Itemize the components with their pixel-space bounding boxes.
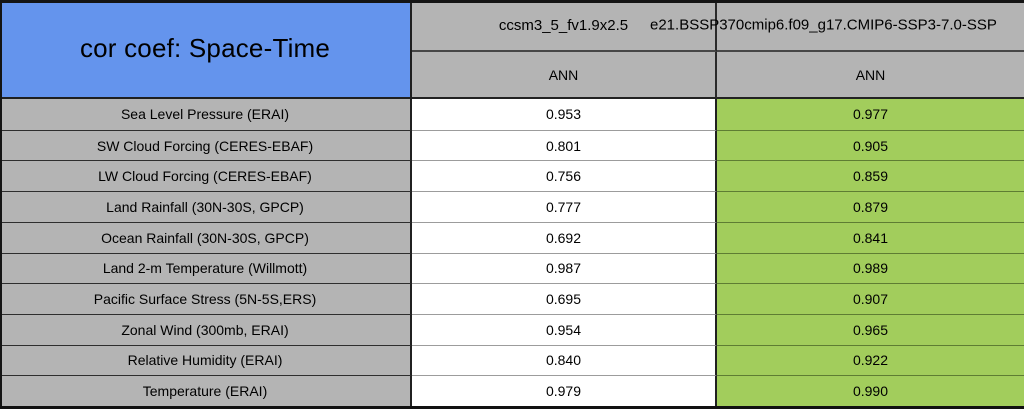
value-model-1: 0.777 — [412, 191, 717, 222]
value-model-2: 0.905 — [717, 129, 1024, 161]
season-label-2: ANN — [855, 66, 886, 83]
row-label-text: Ocean Rainfall (30N-30S, GPCP) — [101, 229, 309, 246]
row-label: SW Cloud Forcing (CERES-EBAF) — [0, 129, 412, 161]
value-model-2: 0.879 — [717, 191, 1024, 222]
value-model-1: 0.692 — [412, 221, 717, 253]
value-model-1-text: 0.987 — [545, 260, 582, 277]
row-label-text: Zonal Wind (300mb, ERAI) — [121, 321, 289, 338]
value-model-1: 0.801 — [412, 129, 717, 161]
table-body: Sea Level Pressure (ERAI) 0.953 0.977 SW Cl… — [0, 99, 1024, 409]
value-model-2-text: 0.905 — [852, 137, 889, 154]
row-label-text: Sea Level Pressure (ERAI) — [120, 106, 290, 123]
value-model-2-text: 0.859 — [852, 168, 889, 185]
model-1-name: ccsm3_5_fv1.9x2.5 — [498, 16, 629, 34]
value-model-1-text: 0.953 — [545, 106, 582, 123]
column-header-model-1: ccsm3_5_fv1.9x2.5 — [412, 0, 717, 52]
value-model-1-text: 0.692 — [545, 229, 582, 246]
value-model-1-text: 0.777 — [545, 198, 582, 215]
table-row: Land 2-m Temperature (Willmott) 0.987 0.98… — [0, 252, 1024, 284]
value-model-1: 0.954 — [412, 313, 717, 345]
table-row: Sea Level Pressure (ERAI) 0.953 0.977 — [0, 99, 1024, 130]
value-model-1: 0.695 — [412, 283, 717, 314]
value-model-2: 0.989 — [717, 252, 1024, 284]
row-label-text: Pacific Surface Stress (5N-5S,ERS) — [93, 291, 317, 308]
value-model-2-text: 0.879 — [852, 198, 889, 215]
value-model-2: 0.859 — [717, 160, 1024, 192]
table-row: SW Cloud Forcing (CERES-EBAF) 0.801 0.905 — [0, 129, 1024, 161]
row-label: Relative Humidity (ERAI) — [0, 344, 412, 376]
value-model-2-text: 0.907 — [852, 291, 889, 308]
value-model-1: 0.840 — [412, 344, 717, 376]
row-label: Ocean Rainfall (30N-30S, GPCP) — [0, 221, 412, 253]
row-label: Sea Level Pressure (ERAI) — [0, 99, 412, 130]
table-row: LW Cloud Forcing (CERES-EBAF) 0.756 0.859 — [0, 160, 1024, 192]
value-model-2: 0.965 — [717, 313, 1024, 345]
row-label: Pacific Surface Stress (5N-5S,ERS) — [0, 283, 412, 314]
value-model-1-text: 0.801 — [545, 137, 582, 154]
row-label-text: LW Cloud Forcing (CERES-EBAF) — [98, 168, 312, 185]
row-label-text: Land Rainfall (30N-30S, GPCP) — [106, 198, 304, 215]
value-model-2-text: 0.989 — [852, 260, 889, 277]
value-model-1: 0.987 — [412, 252, 717, 284]
table-row: Zonal Wind (300mb, ERAI) 0.954 0.965 — [0, 313, 1024, 345]
value-model-2-text: 0.922 — [852, 352, 889, 369]
row-label-text: SW Cloud Forcing (CERES-EBAF) — [96, 137, 314, 154]
season-label-1: ANN — [548, 66, 579, 83]
value-model-1: 0.979 — [412, 375, 717, 407]
row-label-text: Land 2-m Temperature (Willmott) — [102, 260, 308, 277]
season-header-model-2: ANN — [717, 52, 1024, 99]
value-model-2-text: 0.990 — [852, 383, 889, 400]
row-label: Temperature (ERAI) — [0, 375, 412, 407]
value-model-1-text: 0.840 — [545, 352, 582, 369]
value-model-2: 0.977 — [717, 99, 1024, 130]
column-header-model-2: e21.BSSP370cmip6.f09_g17.CMIP6-SSP3-7.0-… — [650, 0, 1024, 52]
value-model-2: 0.907 — [717, 283, 1024, 314]
value-model-2: 0.841 — [717, 221, 1024, 253]
table-row: Relative Humidity (ERAI) 0.840 0.922 — [0, 344, 1024, 376]
value-model-1-text: 0.979 — [545, 383, 582, 400]
value-model-2: 0.990 — [717, 375, 1024, 407]
row-label-text: Temperature (ERAI) — [142, 383, 268, 400]
row-label: Land Rainfall (30N-30S, GPCP) — [0, 191, 412, 222]
table-outer-border-top — [0, 0, 1024, 3]
table-row: Pacific Surface Stress (5N-5S,ERS) 0.695 0… — [0, 283, 1024, 314]
model-2-name: e21.BSSP370cmip6.f09_g17.CMIP6-SSP3-7.0-… — [650, 16, 997, 34]
value-model-1-text: 0.756 — [545, 168, 582, 185]
value-model-1-text: 0.695 — [545, 291, 582, 308]
table-outer-border-left — [0, 0, 2, 406]
value-model-1: 0.953 — [412, 99, 717, 130]
value-model-1-text: 0.954 — [545, 321, 582, 338]
row-label-text: Relative Humidity (ERAI) — [127, 352, 283, 369]
table-title: cor coef: Space-Time — [79, 33, 331, 63]
table-row: Land Rainfall (30N-30S, GPCP) 0.777 0.879 — [0, 191, 1024, 222]
row-label: Zonal Wind (300mb, ERAI) — [0, 313, 412, 345]
season-header-model-1: ANN — [412, 52, 717, 99]
table-row: Temperature (ERAI) 0.979 0.990 — [0, 375, 1024, 407]
value-model-2-text: 0.965 — [852, 321, 889, 338]
row-label: Land 2-m Temperature (Willmott) — [0, 252, 412, 284]
value-model-2-text: 0.977 — [852, 106, 889, 123]
value-model-2-text: 0.841 — [852, 229, 889, 246]
table-row: Ocean Rainfall (30N-30S, GPCP) 0.692 0.841 — [0, 221, 1024, 253]
table-title-cell: cor coef: Space-Time — [0, 0, 412, 99]
value-model-1: 0.756 — [412, 160, 717, 192]
row-label: LW Cloud Forcing (CERES-EBAF) — [0, 160, 412, 192]
value-model-2: 0.922 — [717, 344, 1024, 376]
